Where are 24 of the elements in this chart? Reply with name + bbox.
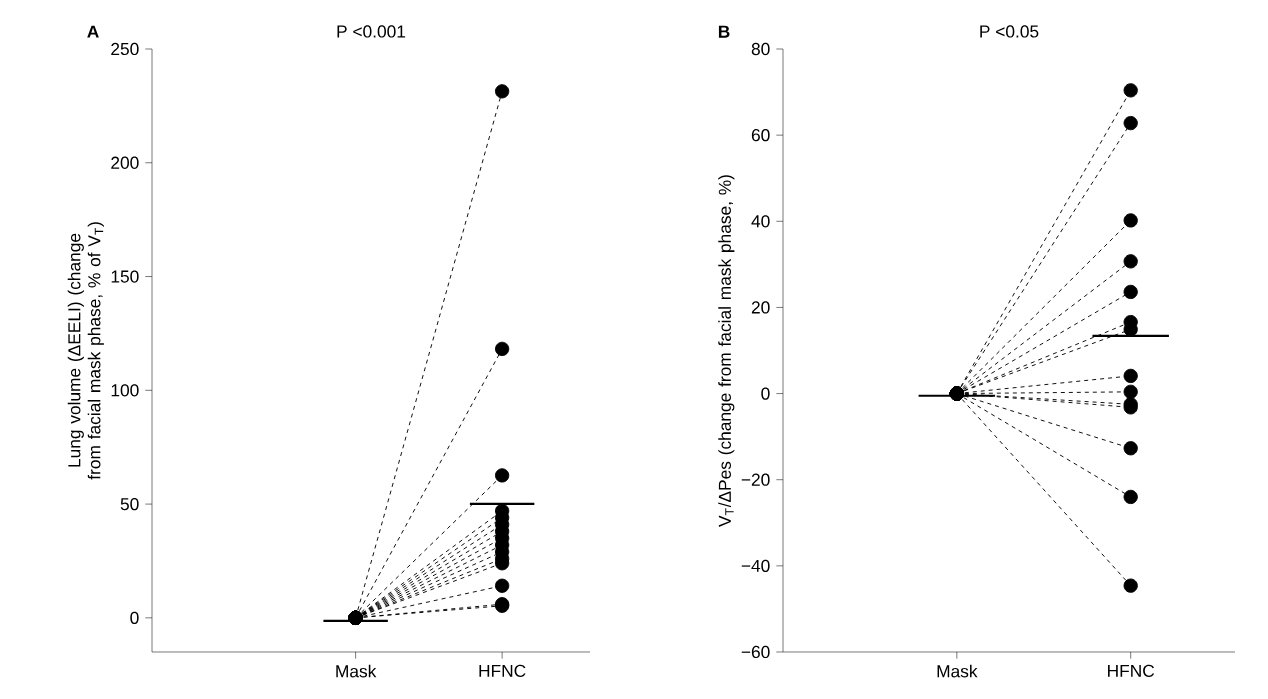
y-tick-label: 0: [130, 611, 139, 624]
x-tick-label: Mask: [336, 664, 377, 678]
y-tick-label: 250: [111, 42, 139, 56]
y-axis-title: Lung volume (ΔEELI) (change from facial mask phase, % of V$_{T}$): [67, 222, 104, 480]
x-tick-label: HFNC: [1108, 664, 1155, 677]
y-tick-label: −40: [741, 559, 770, 572]
x-tick-label: HFNC: [479, 664, 526, 677]
y-tick-label: 150: [111, 270, 139, 283]
chart-title: P <0.001: [337, 25, 406, 38]
y-tick-label: −20: [741, 473, 770, 486]
y-tick-label: 0: [761, 387, 770, 400]
y-tick-label: 40: [751, 215, 770, 228]
chart-title: P <0.05: [980, 25, 1039, 38]
y-tick-label: 50: [120, 497, 139, 511]
text: A: [87, 25, 99, 38]
x-tick-label: Mask: [937, 664, 978, 678]
text: B: [718, 25, 730, 38]
y-axis-title: V$_{T}$/ΔPes (change from facial mask phase, %): [718, 175, 735, 527]
y-tick-label: 60: [751, 129, 770, 142]
y-tick-label: −60: [741, 645, 770, 659]
y-tick-label: 20: [751, 301, 770, 314]
y-tick-label: 100: [111, 384, 139, 397]
y-tick-label: 80: [751, 42, 770, 56]
y-tick-label: 200: [111, 156, 139, 169]
